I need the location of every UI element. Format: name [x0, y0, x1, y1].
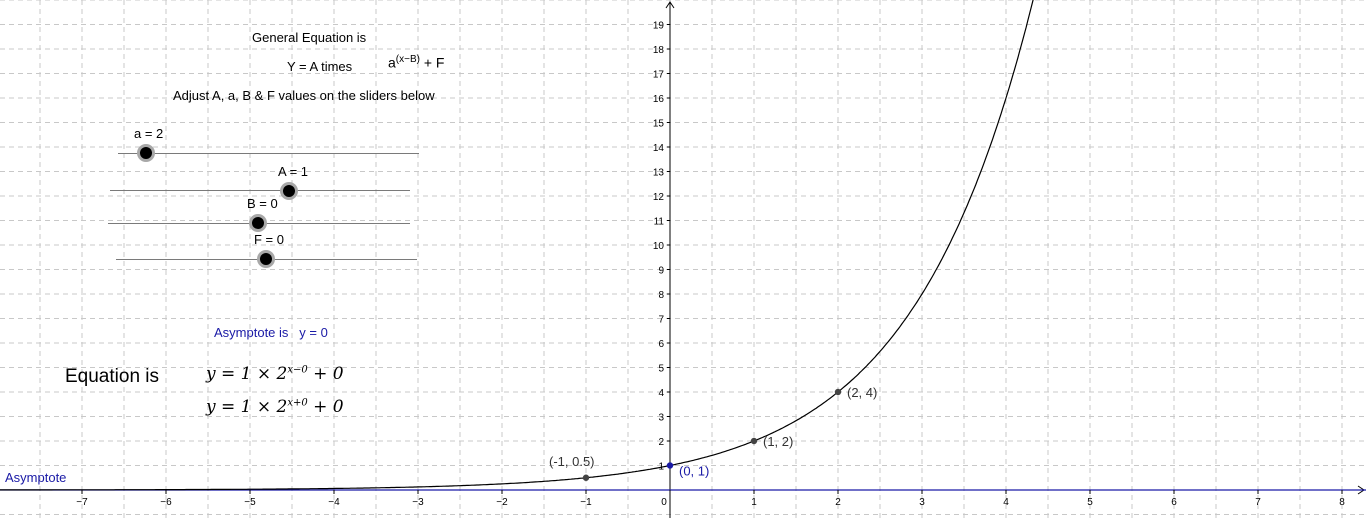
point-2 [750, 437, 758, 445]
equation-line-1-exp: x−0 [287, 364, 308, 376]
x-tick-label: −6 [160, 497, 172, 508]
x-tick-label: −3 [412, 497, 424, 508]
x-tick-label: 2 [835, 497, 841, 508]
slider-F-handle[interactable] [260, 253, 272, 265]
asymptote-line-label: Asymptote [5, 470, 67, 485]
y-tick-label: 19 [653, 21, 665, 32]
asymptote-info: Asymptote is y = 0 [214, 325, 328, 340]
x-tick-label: 6 [1171, 497, 1177, 508]
equation-line-2-tail: + 0 [307, 397, 344, 417]
point-label-1: (0, 1) [679, 464, 709, 479]
x-tick-label: 8 [1339, 497, 1345, 508]
x-tick-label: 5 [1087, 497, 1093, 508]
x-tick-label: 7 [1255, 497, 1261, 508]
equation-prefix: Y = A times [287, 59, 353, 74]
x-tick-label: −1 [580, 497, 592, 508]
point-3 [834, 388, 842, 396]
slider-A-handle[interactable] [283, 185, 295, 197]
general-equation-title: General Equation is [252, 30, 367, 45]
point-1 [666, 462, 674, 469]
slider-A-track[interactable] [110, 190, 410, 191]
y-tick-label: 12 [653, 192, 665, 203]
y-tick-label: 17 [653, 70, 665, 81]
y-tick-label: 5 [658, 364, 664, 375]
y-tick-label: 16 [653, 94, 665, 105]
general-equation-formula: a(x−B) + F [388, 54, 444, 71]
asymptote-info-label: Asymptote is [214, 325, 289, 340]
y-tick-label: 14 [653, 143, 665, 154]
slider-B-handle[interactable] [252, 217, 264, 229]
slider-a-track[interactable] [118, 153, 419, 154]
y-tick-label: 3 [658, 413, 664, 424]
equation-line-2: y = 1 × 2x+0 + 0 [206, 397, 344, 417]
x-tick-label: −5 [244, 497, 256, 508]
slider-a-handle[interactable] [140, 147, 152, 159]
point-label-0: (-1, 0.5) [549, 454, 595, 469]
slider-F-label: F = 0 [254, 232, 284, 247]
y-axis-arrow-icon [665, 1, 675, 9]
y-tick-label: 11 [654, 217, 665, 228]
equation-label: Equation is [65, 366, 160, 387]
y-tick-label: 10 [653, 241, 665, 252]
y-tick-label: 8 [658, 290, 664, 301]
y-tick-label: 4 [658, 388, 664, 399]
equation-line-2-lead: y = 1 × 2 [206, 397, 288, 417]
y-tick-label: 2 [658, 437, 664, 448]
equation-suffix: + F [423, 54, 445, 71]
x-tick-label: −7 [76, 497, 88, 508]
equation-base: a [388, 54, 396, 71]
x-tick-label: −4 [328, 497, 340, 508]
x-tick-label: 3 [919, 497, 925, 508]
equation-line-1-lead: y = 1 × 2 [206, 364, 288, 384]
slider-A-label: A = 1 [278, 164, 308, 179]
equation-line-2-exp: x+0 [287, 397, 308, 409]
equation-exponent: (x−B) [395, 54, 420, 65]
slider-instructions: Adjust A, a, B & F values on the sliders… [173, 88, 435, 103]
slider-B-label: B = 0 [247, 196, 278, 211]
y-tick-label: 15 [653, 119, 665, 130]
x-tick-label: 1 [751, 497, 757, 508]
x-tick-label: 0 [661, 497, 667, 508]
y-tick-label: 13 [653, 168, 665, 179]
function-curve [0, 0, 1034, 491]
slider-a-label: a = 2 [134, 126, 164, 141]
point-label-2: (1, 2) [763, 434, 793, 449]
point-0 [582, 474, 590, 481]
point-label-3: (2, 4) [847, 385, 877, 400]
equation-line-1: y = 1 × 2x−0 + 0 [206, 364, 344, 384]
y-tick-label: 6 [658, 339, 664, 350]
y-tick-label: 18 [653, 45, 665, 56]
asymptote-info-value: y = 0 [299, 325, 328, 340]
y-tick-label: 7 [658, 315, 664, 326]
x-tick-label: −2 [496, 497, 508, 508]
equation-line-1-tail: + 0 [307, 364, 344, 384]
x-tick-label: 4 [1003, 497, 1009, 508]
y-tick-label: 9 [658, 266, 664, 277]
